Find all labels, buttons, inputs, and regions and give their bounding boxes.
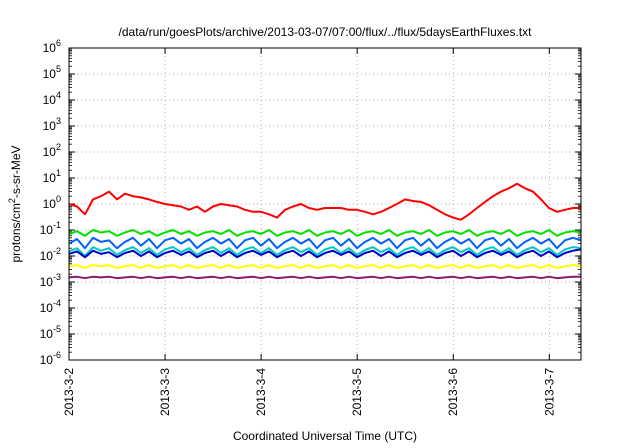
x-tick-label: 2013-3-4 xyxy=(254,368,268,416)
y-tick-label-sup: 3 xyxy=(56,116,61,126)
y-tick-label-base: 10 xyxy=(40,223,54,237)
chart-title: /data/run/goesPlots/archive/2013-03-07/0… xyxy=(119,25,533,39)
y-tick-label-base: 10 xyxy=(43,93,57,107)
y-tick-label: 101 xyxy=(43,168,61,185)
y-tick-label-sup: -1 xyxy=(53,220,61,230)
plot-frame xyxy=(68,47,582,361)
y-tick-label-sup: 5 xyxy=(56,64,61,74)
y-tick-label-sup: -4 xyxy=(53,298,61,308)
y-tick-label: 103 xyxy=(43,116,61,133)
y-tick-label: 10-4 xyxy=(40,298,61,315)
y-tick-label: 10-2 xyxy=(40,246,61,263)
y-tick-label-sup: 2 xyxy=(56,142,61,152)
y-axis-label-sup: 2 xyxy=(7,198,17,203)
y-tick-label-base: 10 xyxy=(43,145,57,159)
x-tick-label: 2013-3-7 xyxy=(542,368,556,416)
series-line-1 xyxy=(68,182,581,221)
y-tick-label-base: 10 xyxy=(40,249,54,263)
y-tick-label-base: 10 xyxy=(40,301,54,315)
y-tick-label-base: 10 xyxy=(43,171,57,185)
axis-ticks: 10610510410310210110010-110-210-310-410-… xyxy=(40,38,581,416)
y-tick-label-base: 10 xyxy=(43,197,57,211)
y-tick-label: 10-3 xyxy=(40,272,61,289)
y-tick-label-sup: 4 xyxy=(56,90,61,100)
y-tick-label: 10-5 xyxy=(40,324,61,341)
y-tick-label: 102 xyxy=(43,142,61,159)
y-axis-label-rest: -s-sr-MeV xyxy=(9,145,23,198)
y-tick-label-sup: 1 xyxy=(56,168,61,178)
series-line-6 xyxy=(68,264,582,269)
y-tick-label-sup: -5 xyxy=(53,324,61,334)
y-tick-label: 10-1 xyxy=(40,220,61,237)
y-tick-label-sup: -6 xyxy=(53,350,61,360)
y-tick-label: 106 xyxy=(43,38,61,55)
x-tick-label: 2013-3-2 xyxy=(62,368,76,416)
y-tick-label-base: 10 xyxy=(40,275,54,289)
x-tick-label: 2013-3-3 xyxy=(158,368,172,416)
x-tick-label: 2013-3-6 xyxy=(446,368,460,416)
y-tick-label-sup: -2 xyxy=(53,246,61,256)
y-tick-label-base: 10 xyxy=(43,119,57,133)
y-tick-label: 100 xyxy=(43,194,61,211)
grid xyxy=(69,48,581,360)
series-line-4 xyxy=(68,246,582,257)
series-line-2 xyxy=(68,229,582,237)
series-line-7 xyxy=(68,275,581,280)
y-tick-label-base: 10 xyxy=(43,67,57,81)
series-line-5 xyxy=(68,248,582,259)
y-tick-label-sup: 0 xyxy=(56,194,61,204)
y-tick-label-base: 10 xyxy=(40,353,54,367)
y-tick-label-sup: 6 xyxy=(56,38,61,48)
y-axis-label-base: protons/cm xyxy=(9,203,23,262)
y-tick-label: 104 xyxy=(43,90,61,107)
y-axis-label: protons/cm2-s-sr-MeV xyxy=(7,145,23,262)
y-tick-label-sup: -3 xyxy=(53,272,61,282)
series-line-3 xyxy=(68,236,582,250)
y-tick-label: 105 xyxy=(43,64,61,81)
x-tick-label: 2013-3-5 xyxy=(350,368,364,416)
x-axis-label: Coordinated Universal Time (UTC) xyxy=(233,429,417,443)
y-tick-label: 10-6 xyxy=(40,350,61,367)
data-series xyxy=(68,182,582,280)
y-tick-label-base: 10 xyxy=(43,41,57,55)
y-tick-label-base: 10 xyxy=(40,327,54,341)
